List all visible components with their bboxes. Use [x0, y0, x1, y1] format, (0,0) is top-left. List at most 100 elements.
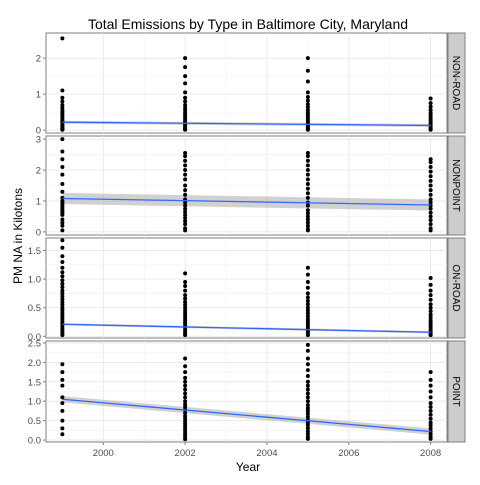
data-point — [60, 102, 65, 107]
data-point — [428, 408, 433, 413]
data-point — [305, 280, 310, 284]
data-point — [428, 214, 433, 219]
data-point — [60, 127, 65, 132]
facet-strip-label: ON-ROAD — [450, 264, 461, 311]
data-point — [305, 362, 310, 367]
data-point — [305, 298, 310, 303]
data-point — [60, 189, 65, 194]
data-point — [60, 164, 65, 169]
data-point — [305, 399, 310, 404]
data-point — [60, 274, 65, 279]
data-point — [428, 188, 433, 193]
data-point — [60, 220, 65, 225]
y-tick-label: 1.5 — [28, 246, 41, 257]
data-point — [428, 370, 433, 375]
data-point — [305, 214, 310, 219]
data-point — [60, 383, 65, 388]
data-point — [60, 278, 65, 283]
data-point — [305, 228, 310, 233]
data-point — [428, 183, 433, 188]
data-point — [60, 245, 65, 250]
data-point — [60, 223, 65, 228]
data-point — [305, 311, 310, 316]
data-point — [305, 348, 310, 353]
y-tick-label: 0 — [36, 227, 41, 238]
data-point — [60, 300, 65, 304]
data-point — [428, 405, 433, 410]
data-point — [60, 238, 65, 243]
data-point — [305, 308, 310, 313]
facet-strip-label: NONPOINT — [450, 159, 461, 212]
data-point — [428, 101, 433, 106]
data-point — [428, 157, 433, 162]
data-point — [60, 137, 65, 142]
data-point — [305, 79, 310, 84]
data-point — [305, 373, 310, 378]
data-point — [428, 192, 433, 197]
data-point — [428, 383, 433, 388]
data-point — [428, 389, 433, 394]
data-point — [60, 297, 65, 302]
data-point — [428, 297, 433, 302]
data-point — [60, 36, 65, 41]
data-point — [305, 265, 310, 270]
data-point — [428, 104, 433, 109]
data-point — [305, 383, 310, 388]
panel-non-road: 0 1 2 NON-ROAD — [36, 32, 466, 137]
data-point — [183, 228, 188, 233]
data-point — [183, 127, 188, 132]
data-point — [428, 210, 433, 215]
data-point — [428, 315, 433, 320]
y-tick-label: 0.5 — [28, 416, 41, 427]
data-point — [305, 272, 310, 277]
data-point — [183, 387, 188, 392]
data-point — [305, 314, 310, 319]
data-point — [183, 375, 188, 380]
data-point — [183, 356, 188, 361]
data-point — [428, 309, 433, 314]
data-point — [305, 436, 310, 441]
y-axis-label: PM NA in Kilotons — [11, 188, 25, 284]
data-point — [183, 302, 188, 307]
data-point — [183, 56, 188, 61]
data-point — [305, 217, 310, 222]
data-point — [305, 195, 310, 200]
data-point — [183, 383, 188, 388]
data-point — [60, 377, 65, 382]
data-point — [183, 90, 188, 95]
data-point — [305, 208, 310, 213]
data-point — [305, 127, 310, 132]
data-point — [60, 408, 65, 413]
data-point — [305, 90, 310, 95]
data-point — [60, 181, 65, 186]
data-point — [60, 401, 65, 406]
data-point — [305, 333, 310, 338]
data-point — [183, 206, 188, 211]
data-point — [305, 158, 310, 163]
data-point — [305, 411, 310, 416]
data-point — [183, 379, 188, 384]
trend-line — [62, 398, 431, 433]
data-point — [428, 377, 433, 382]
data-point — [183, 95, 188, 100]
panel-background — [45, 237, 448, 339]
data-point — [428, 293, 433, 298]
y-tick-label: 1 — [36, 90, 41, 101]
data-point — [60, 291, 65, 296]
y-tick-label: 2.0 — [28, 358, 41, 369]
data-point — [428, 401, 433, 406]
data-point — [60, 254, 65, 259]
data-point — [60, 265, 65, 270]
data-point — [183, 280, 188, 284]
data-point — [183, 288, 188, 293]
data-point — [183, 370, 188, 375]
data-point — [428, 436, 433, 441]
data-point — [183, 219, 188, 224]
facet-strip-label: NON-ROAD — [450, 56, 461, 110]
data-point — [428, 174, 433, 179]
data-point — [183, 296, 188, 301]
data-point — [183, 391, 188, 396]
data-point — [183, 293, 188, 298]
data-point — [183, 177, 188, 182]
data-point — [60, 333, 65, 338]
